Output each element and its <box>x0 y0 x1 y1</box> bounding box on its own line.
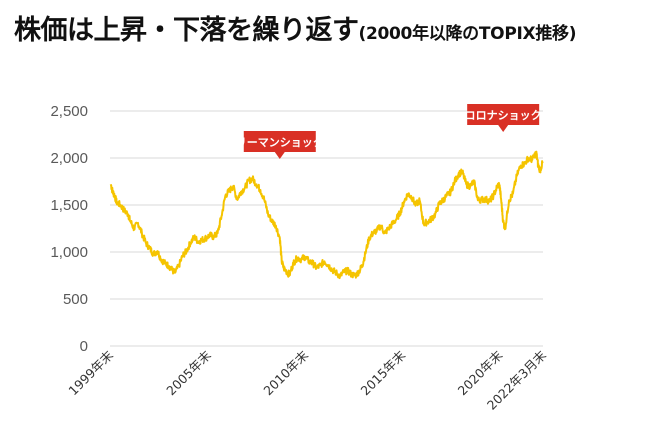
x-tick-label: 1999年末 <box>65 347 116 398</box>
callout-pointer <box>274 152 285 159</box>
callout-box <box>467 104 540 125</box>
callout-label: コロナショック <box>465 109 542 122</box>
x-tick-label: 2015年末 <box>358 347 409 398</box>
callout-label: リーマンショック <box>236 136 324 149</box>
y-tick-label: 0 <box>80 338 88 355</box>
y-tick-label: 1,500 <box>50 197 88 214</box>
y-axis-ticks: 0 500 1,000 1,500 2,000 2,500 <box>50 103 88 355</box>
series-layer <box>109 150 544 280</box>
chart-title-sub: (2000年以降のTOPIX推移) <box>358 24 577 44</box>
callout-box <box>243 131 316 152</box>
x-tick-label: 2010年末 <box>260 347 311 398</box>
y-tick-label: 2,000 <box>50 150 88 167</box>
callout-lehman: リーマンショック <box>236 131 324 159</box>
x-tick-label: 2005年末 <box>163 347 214 398</box>
topix-series-line <box>109 150 544 280</box>
gridlines <box>110 110 543 347</box>
y-tick-label: 2,500 <box>50 103 88 120</box>
callout-pointer <box>498 125 509 132</box>
y-tick-label: 1,000 <box>50 244 88 261</box>
callout-corona: コロナショック <box>465 104 542 132</box>
annotations: リーマンショック コロナショック <box>236 104 542 159</box>
y-tick-label: 500 <box>63 291 88 308</box>
chart-title: 株価は上昇・下落を繰り返す(2000年以降のTOPIX推移) <box>14 8 577 47</box>
chart-title-main: 株価は上昇・下落を繰り返す <box>14 15 359 46</box>
